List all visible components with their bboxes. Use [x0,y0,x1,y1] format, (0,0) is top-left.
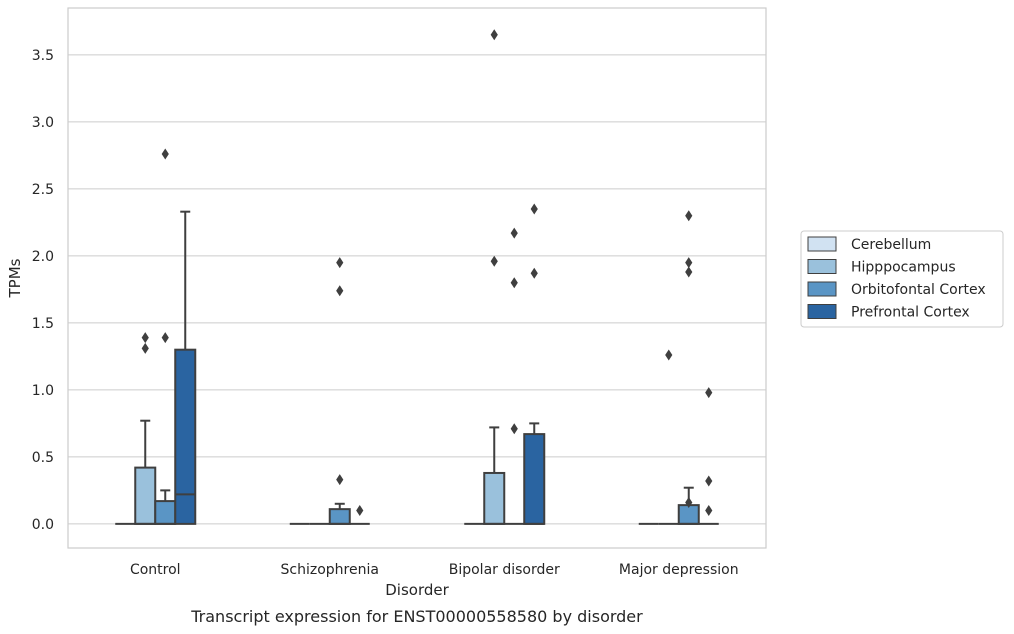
outlier-point [141,342,149,354]
legend-item-prefrontal-cortex: Prefrontal Cortex [807,304,970,321]
legend-swatch [807,281,837,297]
legend-item-cerebellum: Cerebellum [807,236,931,253]
legend-label: Cerebellum [851,237,931,253]
legend-swatch [807,304,837,319]
outlier-point [705,475,713,487]
outlier-point [490,29,498,41]
outlier-point [510,423,518,435]
chart-caption: Transcript expression for ENST0000055858… [190,607,643,626]
x-tick-label: Major depression [619,562,739,578]
outlier-point [685,257,693,269]
outlier-point [705,387,713,399]
y-tick-label: 1.0 [32,383,54,399]
box-hipppocampus-control [134,332,157,525]
legend-label: Prefrontal Cortex [851,305,970,321]
legend-item-hipppocampus: Hipppocampus [807,259,956,276]
box-hipppocampus-major-depression [658,349,679,525]
outlier-point [685,210,693,222]
y-axis-label: TPMs [6,258,24,298]
outlier-point [685,496,693,508]
y-tick-label: 3.0 [32,115,54,131]
y-tick-label: 2.0 [32,249,54,265]
grid-lines [68,54,766,525]
x-axis-label: Disorder [385,581,449,599]
plot-frame [67,7,767,549]
legend-label: Orbitofontal Cortex [851,282,986,298]
box-body [174,348,197,525]
x-axis-ticks: Control Schizophrenia Bipolar disorder Majo… [130,562,739,578]
y-tick-label: 0.5 [32,450,54,466]
x-tick-label: Schizophrenia [281,562,379,578]
outlier-point [685,266,693,278]
box-orbitofontal-cortex-schizophrenia [328,257,351,525]
outlier-point [530,203,538,215]
box-body [154,500,177,525]
outlier-point [705,504,713,516]
box-body [328,508,351,525]
box-orbitofontal-cortex-major-depression [677,210,700,525]
outlier-point [336,257,344,269]
y-tick-label: 3.5 [32,48,54,64]
box-body [134,466,157,525]
y-tick-label: 1.5 [32,316,54,332]
y-tick-label: 0.0 [32,517,54,533]
legend-swatch [807,236,837,252]
legend-label: Hipppocampus [851,260,956,276]
x-tick-label: Bipolar disorder [449,562,560,578]
x-tick-label: Control [130,562,181,578]
legend-frame [800,230,1004,328]
box-prefrontal-cortex-major-depression [698,387,719,525]
outlier-point [161,332,169,344]
outlier-point [141,332,149,344]
outlier-point [336,474,344,486]
box-prefrontal-cortex-bipolar-disorder [523,203,546,525]
box-prefrontal-cortex-control [174,210,197,525]
outlier-point [161,148,169,160]
legend-item-orbitofontal-cortex: Orbitofontal Cortex [807,281,986,298]
plot-area [115,29,719,525]
box-orbitofontal-cortex-control [154,148,177,525]
outlier-point [530,267,538,279]
outlier-point [356,504,364,516]
box-prefrontal-cortex-schizophrenia [349,504,370,525]
outlier-point [665,349,673,361]
outlier-point [336,285,344,297]
outlier-point [510,277,518,289]
outlier-point [510,227,518,239]
legend-swatch [807,259,837,274]
box-body [523,433,546,525]
box-orbitofontal-cortex-bipolar-disorder [504,227,525,525]
box-hipppocampus-bipolar-disorder [483,29,506,525]
y-axis-ticks: 0.0 0.5 1.0 1.5 2.0 2.5 3.0 3.5 [32,48,54,533]
box-body [483,471,506,525]
outlier-point [490,255,498,267]
y-tick-label: 2.5 [32,182,54,198]
legend: Cerebellum Hipppocampus Orbitofontal Corte… [800,230,1004,328]
